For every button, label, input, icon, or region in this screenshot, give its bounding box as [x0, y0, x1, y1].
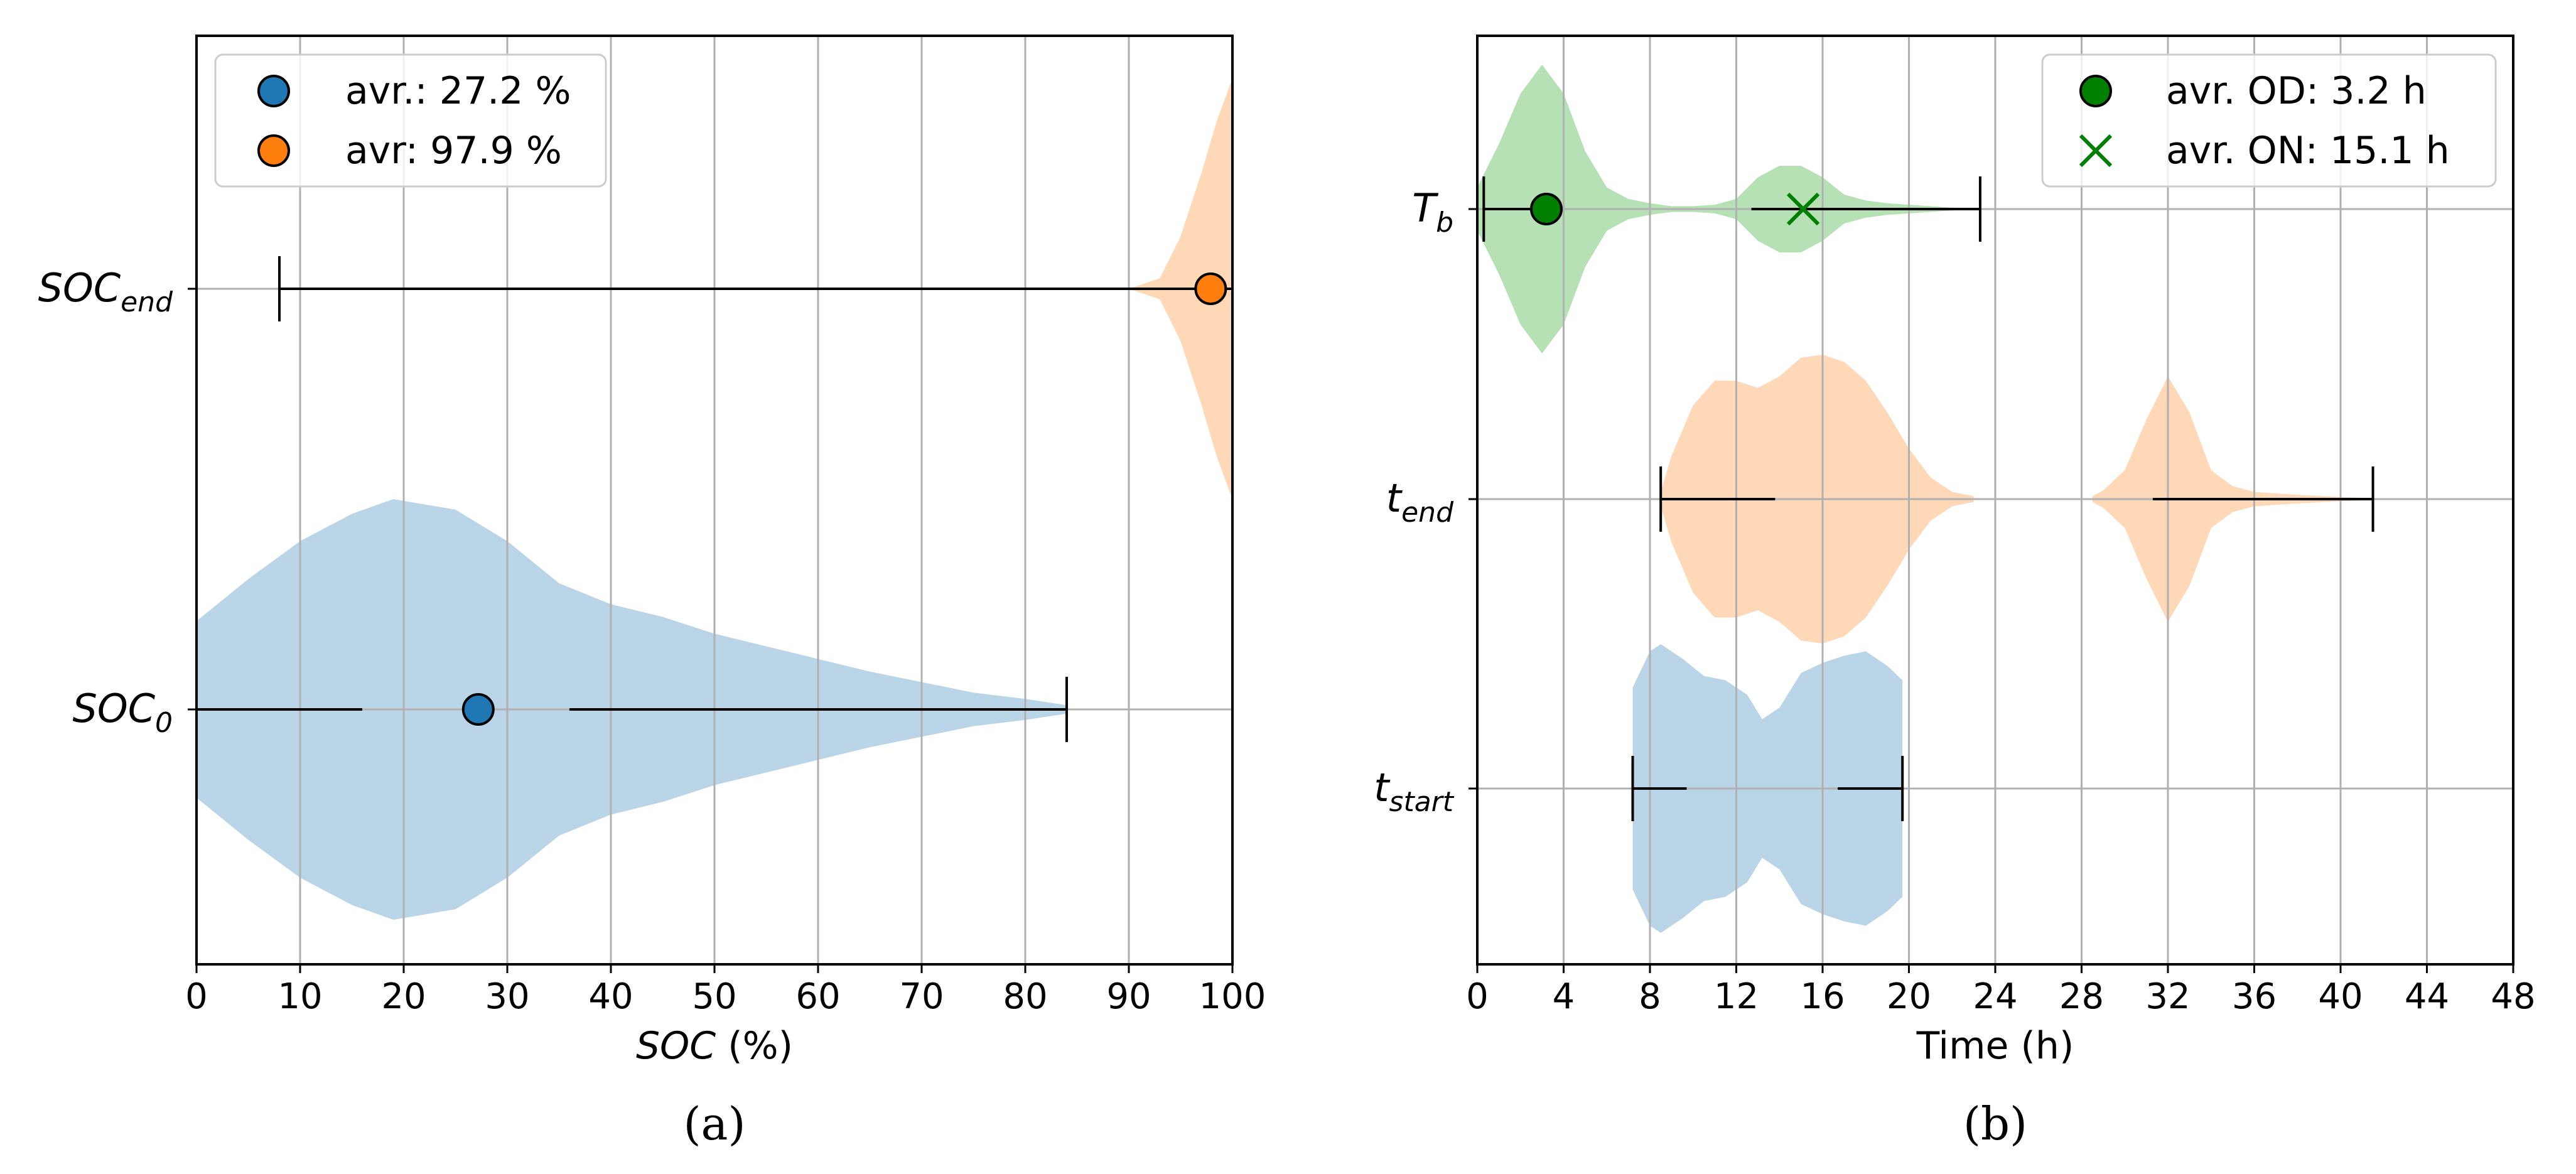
chart-b-time: 0 4 8 12 16 20 24 28 32 36 40 44 48TbtendtstartTime … — [1374, 35, 2536, 1150]
x-tick-label: 28 — [2059, 976, 2104, 1017]
x-tick-label: 80 — [1003, 976, 1047, 1017]
legend-label-socend: avr: 97.9 % — [345, 129, 562, 173]
x-tick-label: 48 — [2491, 976, 2535, 1017]
category-label-soc0: SOC0 — [73, 686, 173, 739]
x-tick-label: 4 — [1553, 976, 1575, 1017]
x-tick-label: 44 — [2405, 976, 2449, 1017]
x-tick-label: 24 — [1973, 976, 2017, 1017]
x-tick-label: 0 — [1466, 976, 1489, 1017]
x-axis-label: SOC (%) — [636, 1024, 793, 1068]
category-label-t_b: Tb — [1412, 185, 1453, 239]
mean-marker-od — [1530, 193, 1563, 225]
legend-a-box — [214, 53, 607, 188]
mean-marker-soc0 — [461, 693, 495, 726]
legend-label-on: avr. ON: 15.1 h — [2166, 129, 2450, 173]
x-tick-label: 60 — [795, 976, 840, 1017]
caption-a: (a) — [683, 1097, 745, 1150]
x-axis-label: Time (h) — [1916, 1024, 2074, 1068]
x-tick-label: 12 — [1714, 976, 1759, 1017]
x-tick-label: 32 — [2145, 976, 2190, 1017]
x-tick-label: 30 — [485, 976, 529, 1017]
x-tick-label: 40 — [2318, 976, 2363, 1017]
legend-b-box — [2041, 53, 2497, 188]
x-tick-label: 16 — [1800, 976, 1845, 1017]
legend-b: avr. OD: 3.2 h avr. ON: 15.1 h — [2041, 53, 2497, 188]
x-tick-label: 40 — [588, 976, 633, 1017]
x-tick-label: 36 — [2232, 976, 2277, 1017]
category-label-t_end: tend — [1386, 475, 1454, 529]
legend-marker-socend — [257, 134, 290, 167]
chart-a-soc: 0 10 20 30 40 50 60 70 80 90 100 SOCend SOC0 SOC (%) a… — [38, 35, 1266, 1150]
legend-marker-on-b — [2079, 134, 2113, 168]
legend-label-soc0: avr.: 27.2 % — [345, 69, 571, 113]
legend-label-od: avr. OD: 3.2 h — [2166, 69, 2427, 113]
category-label-socend: SOCend — [38, 265, 173, 318]
caption-b: (b) — [1963, 1097, 2027, 1150]
x-tick-label: 0 — [185, 976, 208, 1017]
category-label-t_start: tstart — [1374, 765, 1455, 818]
x-tick-label: 20 — [1887, 976, 1931, 1017]
legend-a: avr.: 27.2 % avr: 97.9 % — [214, 53, 607, 188]
x-tick-label: 100 — [1199, 976, 1266, 1017]
x-tick-label: 90 — [1106, 976, 1151, 1017]
x-tick-label: 10 — [278, 976, 322, 1017]
legend-marker-soc0 — [257, 75, 290, 107]
x-tick-label: 70 — [899, 976, 944, 1017]
mean-marker-socend — [1194, 272, 1227, 305]
chart-a-plot — [197, 78, 1232, 920]
x-tick-label: 20 — [381, 976, 426, 1017]
mean-marker-on-b — [1786, 192, 1820, 226]
legend-marker-od — [2079, 75, 2112, 107]
x-tick-label: 50 — [692, 976, 736, 1017]
x-tick-label: 8 — [1639, 976, 1661, 1017]
